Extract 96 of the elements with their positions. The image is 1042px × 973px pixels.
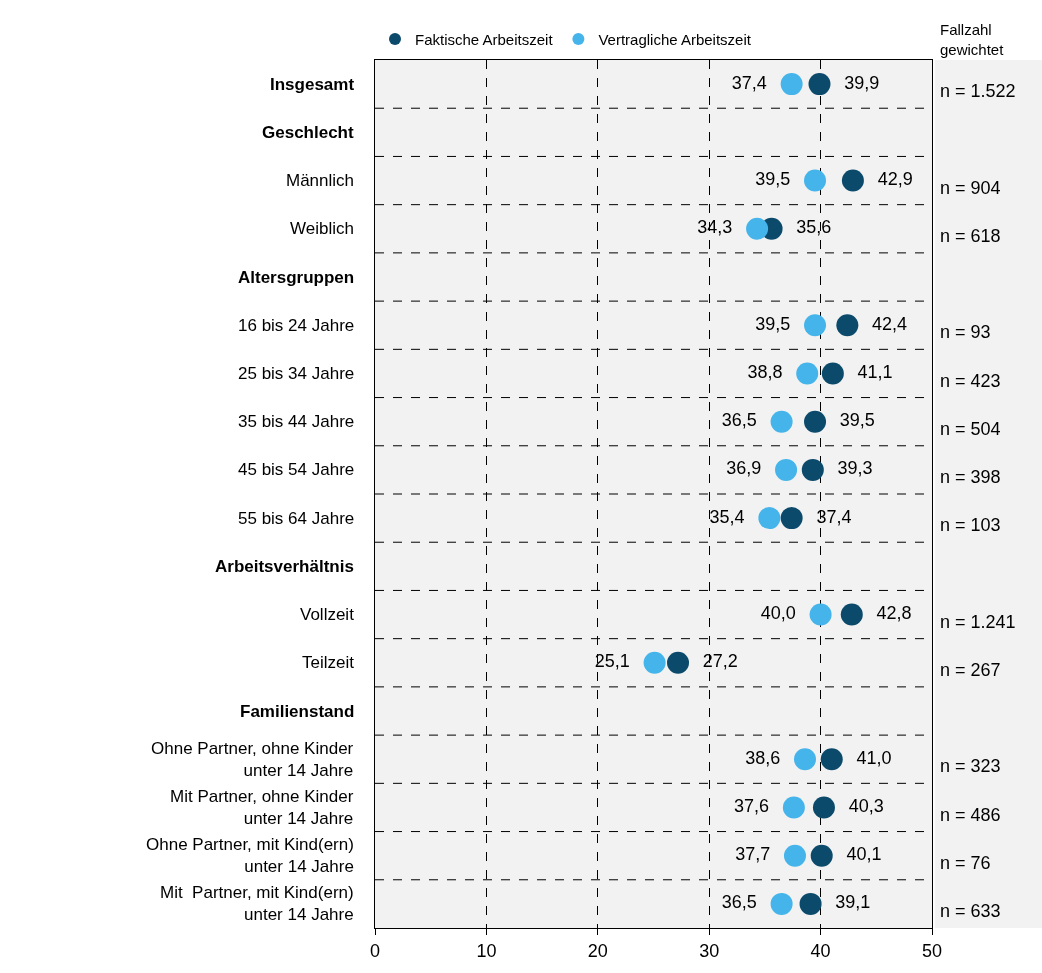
text: n = 267 [940, 660, 1001, 680]
y-tick-label: Mit Partner, mit Kind(ern) unter 14 Jahre [160, 883, 354, 925]
y-tick-label: Männlich [286, 171, 355, 190]
data-label: 37,4 [806, 506, 862, 527]
x-tick-label: 0 [369, 940, 381, 961]
data-label: 39,9 [834, 72, 890, 93]
point [810, 844, 833, 867]
y-tick-label: 16 bis 24 Jahre [238, 316, 355, 335]
y-tick-label: Ohne Partner, mit Kind(ern) unter 14 Jahre [146, 835, 354, 877]
point [770, 410, 793, 433]
point [840, 603, 863, 626]
y-tick-label: Vollzeit [300, 605, 355, 624]
point [780, 73, 803, 96]
point [783, 844, 806, 867]
text: n = 504 [940, 419, 1001, 439]
data-label: 39,1 [825, 892, 881, 913]
y-tick-label: Familienstand [240, 702, 355, 721]
legend-label: Vertragliche Arbeitszeit [598, 30, 752, 48]
data-label: 35,4 [699, 506, 755, 527]
point [812, 796, 835, 819]
data-label: 39,3 [827, 458, 883, 479]
text: n = 633 [940, 901, 1001, 921]
point [821, 362, 844, 385]
data-label: 36,9 [716, 458, 772, 479]
point [820, 748, 843, 771]
point [804, 169, 827, 192]
text: n = 1.241 [940, 612, 1016, 632]
text: n = 323 [940, 756, 1001, 776]
text: n = 398 [940, 467, 1001, 487]
data-label: 37,7 [725, 844, 781, 865]
text: n = 486 [940, 805, 1001, 825]
text: n = 423 [940, 371, 1001, 391]
point [746, 217, 769, 240]
y-tick-label: 45 bis 54 Jahre [238, 460, 355, 479]
point [799, 892, 822, 915]
data-label: 40,3 [838, 795, 894, 816]
data-label: 37,6 [724, 795, 780, 816]
y-tick-label: Mit Partner, ohne Kinder unter 14 Jahre [170, 787, 354, 829]
legend-label: Faktische Arbeitszeit [415, 30, 554, 48]
data-label: 39,5 [745, 313, 801, 334]
data-label: 25,1 [584, 651, 640, 672]
data-label: 27,2 [692, 651, 748, 672]
point [804, 314, 827, 337]
data-label: 35,6 [786, 217, 842, 238]
x-tick-label: 50 [921, 940, 943, 961]
data-label: 42,9 [867, 169, 923, 190]
y-tick-label: 55 bis 64 Jahre [238, 509, 355, 528]
point [780, 507, 803, 530]
text: n = 904 [940, 178, 1001, 198]
point [808, 73, 831, 96]
point [796, 362, 819, 385]
data-label: 34,3 [687, 217, 743, 238]
point [836, 314, 859, 337]
y-tick-label: 25 bis 34 Jahre [238, 364, 355, 383]
text: n = 76 [940, 853, 991, 873]
data-label: 39,5 [745, 169, 801, 190]
y-tick-label: Teilzeit [302, 653, 355, 672]
data-label: 41,0 [846, 747, 902, 768]
y-tick-label: Weiblich [290, 219, 354, 238]
data-label: 38,8 [737, 361, 793, 382]
y-tick-label: Geschlecht [262, 123, 354, 142]
text: n = 618 [940, 226, 1001, 246]
y-tick-label: Arbeitsverhältnis [215, 557, 354, 576]
x-tick-label: 20 [587, 940, 608, 961]
data-label: 36,5 [711, 410, 767, 431]
data-label: 40,1 [836, 844, 892, 865]
data-label: 41,1 [847, 361, 903, 382]
point [782, 796, 805, 819]
point [801, 458, 824, 481]
y-tick-label: Altersgruppen [238, 268, 355, 287]
x-tick-label: 40 [810, 940, 831, 961]
data-label: 42,8 [866, 603, 922, 624]
text: n = 103 [940, 515, 1001, 535]
x-tick-label: 10 [476, 940, 497, 961]
point [794, 748, 816, 771]
text: n = 1.522 [940, 81, 1016, 101]
x-tick-label: 30 [699, 940, 720, 961]
text: Fallzahl gewichtet [940, 21, 1005, 58]
data-label: 39,5 [829, 410, 885, 431]
y-tick-label: Ohne Partner, ohne Kinder unter 14 Jahre [151, 739, 354, 781]
point [770, 892, 793, 915]
point [643, 651, 666, 674]
data-label: 40,0 [750, 603, 806, 624]
y-tick-label: 35 bis 44 Jahre [238, 412, 355, 431]
y-tick-label: Insgesamt [270, 75, 355, 94]
data-label: 37,4 [721, 72, 777, 93]
text: n = 93 [940, 322, 991, 342]
point [841, 169, 864, 192]
point [804, 410, 827, 433]
data-label: 38,6 [735, 747, 791, 768]
point [758, 507, 781, 530]
point [775, 458, 798, 481]
data-label: 42,4 [862, 313, 918, 334]
point [809, 603, 832, 626]
data-label: 36,5 [711, 892, 767, 913]
point [667, 651, 690, 674]
